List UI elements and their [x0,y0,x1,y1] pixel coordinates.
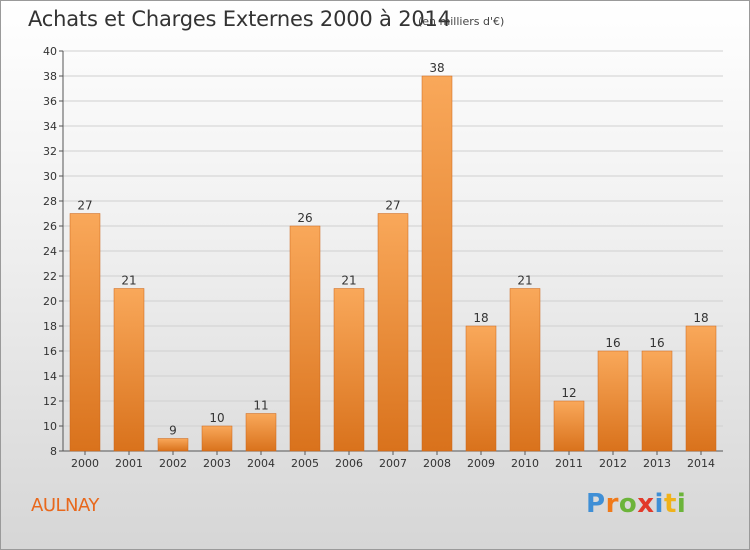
x-tick-label: 2010 [511,457,539,470]
x-tick-label: 2009 [467,457,495,470]
bar-2003 [201,425,233,452]
proxiti-logo: Proxiti [586,489,686,519]
data-label: 27 [77,199,92,213]
data-labels: 27 21 9 10 11 26 21 27 38 18 21 12 16 16 18 [77,61,708,438]
bar-2004 [245,413,277,452]
y-tick-label: 10 [43,420,57,433]
bar-2010 [509,288,541,452]
bar-2001 [113,288,145,452]
y-tick-label: 24 [43,245,57,258]
y-tick-label: 22 [43,270,57,283]
data-label: 21 [517,274,532,288]
logo-letter: o [618,489,638,519]
logo-letter: P [586,489,606,519]
bar-2005 [289,225,321,452]
x-tick-label: 2012 [599,457,627,470]
bar-2011 [553,400,585,452]
bar-2000 [69,213,101,452]
bar-2002 [157,438,189,452]
y-tick-label: 34 [43,120,57,133]
x-tick-label: 2005 [291,457,319,470]
x-tick-label: 2000 [71,457,99,470]
bar-2012 [597,350,629,452]
bar-2009 [465,325,497,452]
y-tick-label: 32 [43,145,57,158]
y-tick-label: 38 [43,70,57,83]
x-tick-label: 2007 [379,457,407,470]
bar-2008 [421,75,453,452]
data-label: 16 [649,336,664,350]
logo-letter: i [676,489,687,519]
x-tick-label: 2014 [687,457,715,470]
logo-letter: x [637,489,655,519]
commune-name: AULNAY [31,495,99,516]
data-label: 21 [341,274,356,288]
data-label: 21 [121,274,136,288]
y-tick-label: 40 [43,45,57,58]
x-tick-label: 2008 [423,457,451,470]
bar-2006 [333,288,365,452]
data-label: 12 [561,386,576,400]
y-tick-label: 16 [43,345,57,358]
x-tick-label: 2004 [247,457,275,470]
y-tick-label: 8 [50,445,57,458]
data-label: 9 [169,424,177,438]
data-label: 18 [693,311,708,325]
y-tick-label: 28 [43,195,57,208]
logo-letter: i [654,489,664,519]
bar-2014 [685,325,717,452]
data-label: 26 [297,211,312,225]
chart-subtitle: (en milliers d'€) [418,15,505,28]
data-label: 18 [473,311,488,325]
logo-letter: t [663,489,677,519]
logo-letter: r [605,489,619,519]
data-label: 16 [605,336,620,350]
y-tick-label: 12 [43,395,57,408]
x-tick-label: 2013 [643,457,671,470]
x-tick-label: 2003 [203,457,231,470]
y-tick-label: 20 [43,295,57,308]
data-label: 38 [429,61,444,75]
data-label: 11 [253,399,268,413]
x-tick-label: 2006 [335,457,363,470]
x-tick-label: 2001 [115,457,143,470]
data-label: 27 [385,199,400,213]
y-tick-label: 18 [43,320,57,333]
bars [69,75,717,452]
chart-title: Achats et Charges Externes 2000 à 2014 [28,7,451,31]
y-tick-label: 30 [43,170,57,183]
x-tick-label: 2002 [159,457,187,470]
y-tick-label: 36 [43,95,57,108]
y-tick-label: 14 [43,370,57,383]
x-tick-label: 2011 [555,457,583,470]
bar-2007 [377,213,409,452]
bar-2013 [641,350,673,452]
data-label: 10 [209,411,224,425]
y-tick-label: 26 [43,220,57,233]
axes: 8 10 12 14 16 18 20 22 24 26 28 30 32 34 36 38 40 2000 200… [43,45,723,470]
